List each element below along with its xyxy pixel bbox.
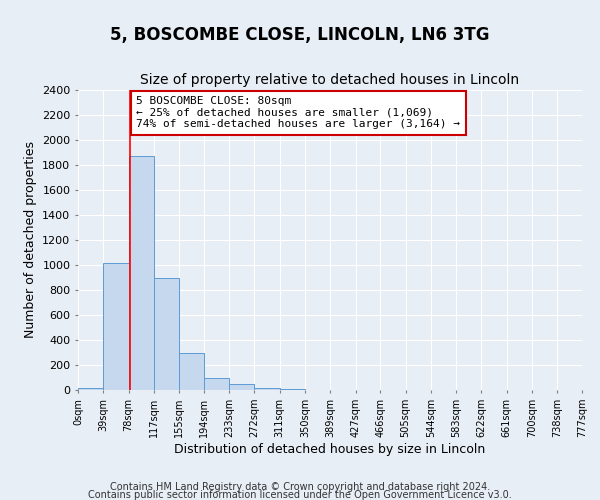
Bar (128, 156, 154, 390)
Text: 5, BOSCOMBE CLOSE, LINCOLN, LN6 3TG: 5, BOSCOMBE CLOSE, LINCOLN, LN6 3TG (110, 26, 490, 44)
Bar (103, 262, 128, 390)
Bar (179, 352, 204, 390)
Bar (280, 389, 305, 390)
Bar (204, 378, 229, 390)
Bar (78, 388, 103, 390)
Text: Contains HM Land Registry data © Crown copyright and database right 2024.: Contains HM Land Registry data © Crown c… (110, 482, 490, 492)
X-axis label: Distribution of detached houses by size in Lincoln: Distribution of detached houses by size … (175, 442, 485, 456)
Title: Size of property relative to detached houses in Lincoln: Size of property relative to detached ho… (140, 74, 520, 88)
Text: 5 BOSCOMBE CLOSE: 80sqm
← 25% of detached houses are smaller (1,069)
74% of semi: 5 BOSCOMBE CLOSE: 80sqm ← 25% of detache… (136, 96, 460, 130)
Y-axis label: Number of detached properties: Number of detached properties (23, 142, 37, 338)
Bar (229, 384, 254, 390)
Text: Contains public sector information licensed under the Open Government Licence v3: Contains public sector information licen… (88, 490, 512, 500)
Bar (254, 388, 280, 390)
Bar (154, 278, 179, 390)
